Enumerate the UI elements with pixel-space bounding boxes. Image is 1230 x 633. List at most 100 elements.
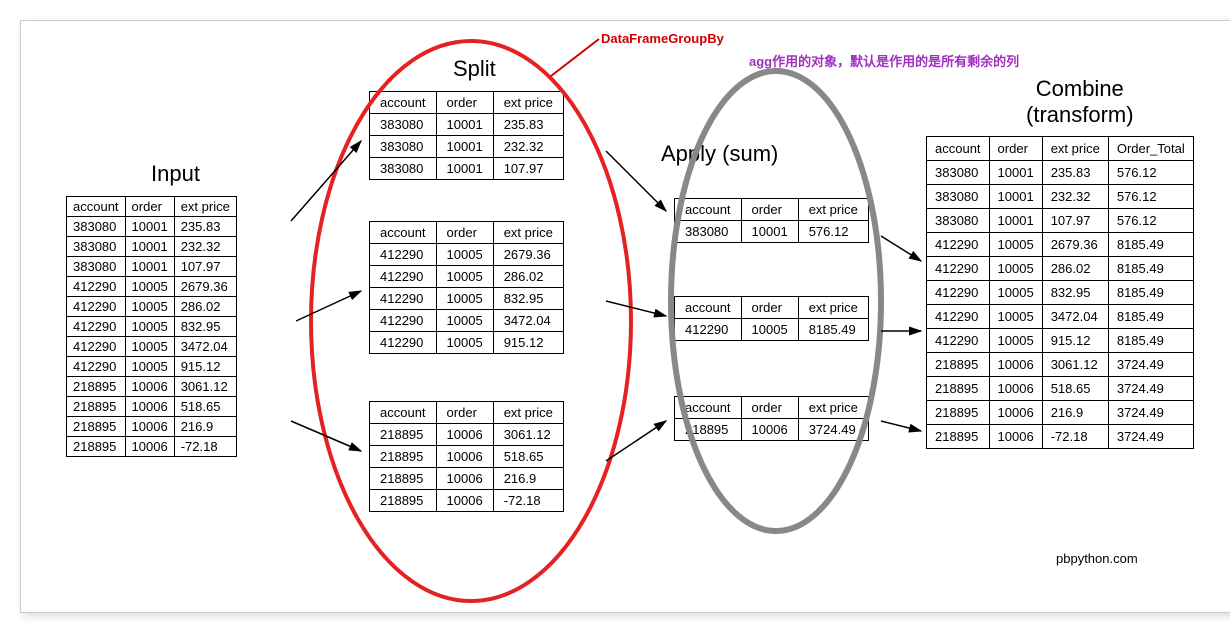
- table-row: 21889510006216.93724.49: [927, 401, 1194, 425]
- cell: 10006: [989, 377, 1042, 401]
- groupby-label: DataFrameGroupBy: [601, 31, 724, 46]
- table-row: 21889510006518.65: [67, 397, 237, 417]
- cell: 412290: [370, 332, 437, 354]
- col-header: order: [436, 92, 493, 114]
- cell: 10006: [741, 419, 798, 441]
- cell: 10006: [125, 397, 174, 417]
- cell: 832.95: [1042, 281, 1108, 305]
- cell: 235.83: [174, 217, 236, 237]
- cell: 412290: [370, 288, 437, 310]
- cell: 10001: [741, 221, 798, 243]
- col-header: ext price: [798, 199, 868, 221]
- col-header: ext price: [174, 197, 236, 217]
- cell: 10005: [125, 357, 174, 377]
- cell: 412290: [370, 266, 437, 288]
- cell: 218895: [927, 377, 990, 401]
- cell: 3724.49: [1108, 377, 1193, 401]
- cell: 412290: [927, 281, 990, 305]
- cell: 518.65: [1042, 377, 1108, 401]
- col-header: account: [370, 92, 437, 114]
- cell: 218895: [370, 424, 437, 446]
- cell: 10005: [125, 297, 174, 317]
- table-row: 38308010001107.97576.12: [927, 209, 1194, 233]
- col-header: account: [370, 222, 437, 244]
- cell: 10006: [125, 377, 174, 397]
- table-row: 41229010005832.95: [67, 317, 237, 337]
- col-header: order: [989, 137, 1042, 161]
- col-header: ext price: [493, 402, 563, 424]
- cell: 286.02: [493, 266, 563, 288]
- table-row: 41229010005915.128185.49: [927, 329, 1194, 353]
- cell: -72.18: [1042, 425, 1108, 449]
- combine-title: Combine (transform): [1026, 76, 1134, 128]
- col-header: account: [67, 197, 126, 217]
- combine-table: account order ext price Order_Total 3830…: [926, 136, 1194, 449]
- cell: 216.9: [174, 417, 236, 437]
- cell: 235.83: [493, 114, 563, 136]
- cell: 10005: [436, 266, 493, 288]
- cell: 915.12: [174, 357, 236, 377]
- cell: 8185.49: [1108, 305, 1193, 329]
- cell: 576.12: [1108, 209, 1193, 233]
- table-row: 38308010001107.97: [67, 257, 237, 277]
- split-table-3: account order ext price 218895100063061.…: [369, 401, 564, 512]
- cell: 10005: [436, 244, 493, 266]
- col-header: order: [125, 197, 174, 217]
- red-connector: [551, 39, 599, 76]
- cell: 832.95: [174, 317, 236, 337]
- cell: 8185.49: [1108, 329, 1193, 353]
- cell: 576.12: [1108, 161, 1193, 185]
- cell: 383080: [67, 257, 126, 277]
- cell: 383080: [370, 114, 437, 136]
- table-row: 38308010001235.83576.12: [927, 161, 1194, 185]
- cell: 412290: [675, 319, 742, 341]
- table-row: 41229010005832.958185.49: [927, 281, 1194, 305]
- cell: 576.12: [798, 221, 868, 243]
- cell: 218895: [370, 490, 437, 512]
- table-row: 21889510006-72.18: [67, 437, 237, 457]
- cell: 218895: [67, 397, 126, 417]
- cell: 232.32: [174, 237, 236, 257]
- cell: 8185.49: [1108, 233, 1193, 257]
- col-header: account: [675, 297, 742, 319]
- cell: 383080: [675, 221, 742, 243]
- table-row: 21889510006216.9: [370, 468, 564, 490]
- cell: 383080: [927, 185, 990, 209]
- cell: 8185.49: [1108, 281, 1193, 305]
- cell: 232.32: [493, 136, 563, 158]
- arrow: [606, 421, 666, 461]
- diagram-canvas: DataFrameGroupBy agg作用的对象，默认是作用的是所有剩余的列 …: [20, 20, 1230, 613]
- cell: 3061.12: [1042, 353, 1108, 377]
- cell: 10005: [989, 257, 1042, 281]
- cell: 10005: [741, 319, 798, 341]
- table-row: 41229010005286.02: [370, 266, 564, 288]
- cell: 2679.36: [174, 277, 236, 297]
- col-header: ext price: [798, 397, 868, 419]
- arrow: [606, 151, 666, 211]
- cell: 3724.49: [1108, 401, 1193, 425]
- cell: 3472.04: [174, 337, 236, 357]
- split-title: Split: [453, 56, 496, 82]
- cell: 218895: [927, 353, 990, 377]
- cell: 218895: [67, 417, 126, 437]
- cell: 216.9: [493, 468, 563, 490]
- cell: 218895: [675, 419, 742, 441]
- cell: 216.9: [1042, 401, 1108, 425]
- cell: 3472.04: [1042, 305, 1108, 329]
- col-header: account: [675, 199, 742, 221]
- cell: 10001: [436, 114, 493, 136]
- cell: -72.18: [493, 490, 563, 512]
- cell: 10005: [436, 310, 493, 332]
- split-table-1: account order ext price 38308010001235.8…: [369, 91, 564, 180]
- table-row: 412290 10005 8185.49: [675, 319, 869, 341]
- table-row: 412290100052679.368185.49: [927, 233, 1194, 257]
- cell: 412290: [67, 277, 126, 297]
- cell: 3061.12: [493, 424, 563, 446]
- cell: 10005: [125, 277, 174, 297]
- cell: 3472.04: [493, 310, 563, 332]
- cell: 218895: [370, 468, 437, 490]
- agg-note-label: agg作用的对象，默认是作用的是所有剩余的列: [749, 51, 1019, 70]
- arrow: [296, 291, 361, 321]
- table-row: 41229010005915.12: [67, 357, 237, 377]
- table-row: 218895 10006 3724.49: [675, 419, 869, 441]
